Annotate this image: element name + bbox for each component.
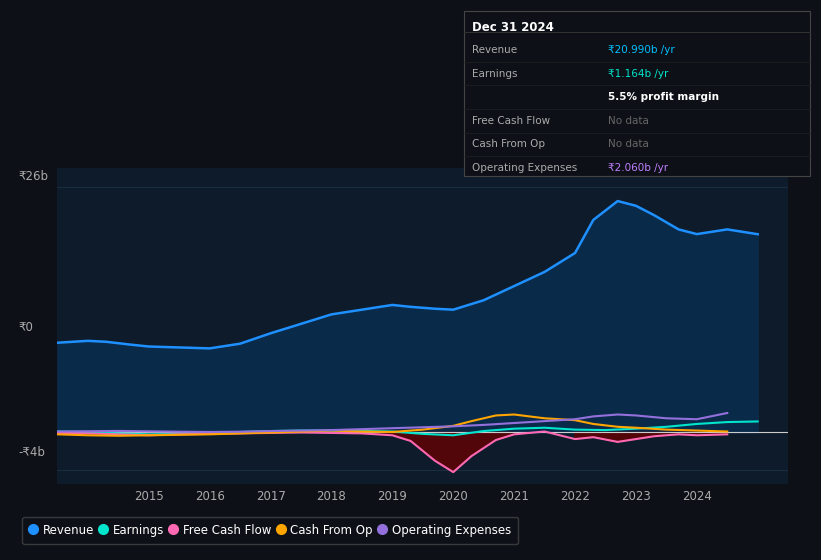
Text: ₹26b: ₹26b [18, 170, 48, 183]
Legend: Revenue, Earnings, Free Cash Flow, Cash From Op, Operating Expenses: Revenue, Earnings, Free Cash Flow, Cash … [22, 517, 518, 544]
Text: ₹20.990b /yr: ₹20.990b /yr [608, 45, 674, 55]
Text: ₹2.060b /yr: ₹2.060b /yr [608, 163, 667, 173]
Text: Revenue: Revenue [472, 45, 517, 55]
Text: -₹4b: -₹4b [18, 446, 45, 459]
Text: Free Cash Flow: Free Cash Flow [472, 116, 550, 126]
Text: No data: No data [608, 139, 649, 150]
Text: ₹0: ₹0 [18, 321, 33, 334]
Text: ₹1.164b /yr: ₹1.164b /yr [608, 68, 668, 78]
Text: 5.5% profit margin: 5.5% profit margin [608, 92, 718, 102]
Text: Operating Expenses: Operating Expenses [472, 163, 577, 173]
Text: Earnings: Earnings [472, 68, 517, 78]
Text: Cash From Op: Cash From Op [472, 139, 545, 150]
Text: No data: No data [608, 116, 649, 126]
Text: Dec 31 2024: Dec 31 2024 [472, 21, 554, 34]
